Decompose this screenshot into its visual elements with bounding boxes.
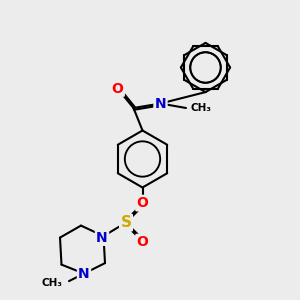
- Text: O: O: [136, 235, 148, 249]
- Text: N: N: [155, 97, 166, 110]
- Text: CH₃: CH₃: [41, 278, 62, 289]
- Text: O: O: [112, 82, 124, 95]
- Text: O: O: [136, 196, 148, 210]
- Text: S: S: [121, 215, 131, 230]
- Text: CH₃: CH₃: [190, 103, 212, 113]
- Text: N: N: [96, 231, 108, 244]
- Text: N: N: [78, 267, 90, 280]
